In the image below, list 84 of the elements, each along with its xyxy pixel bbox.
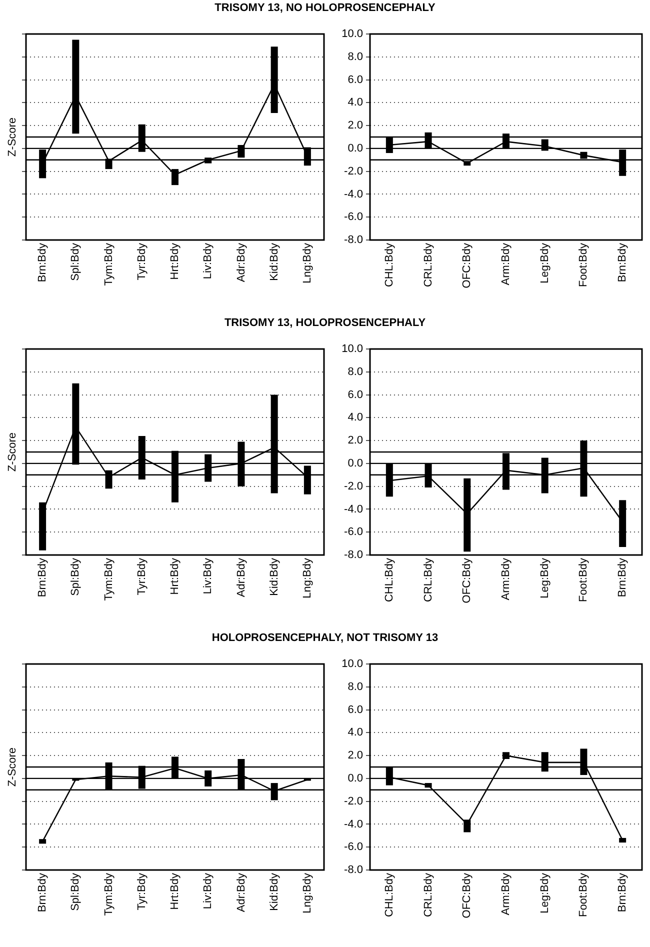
x-tick-label: Brn:Bdy	[36, 872, 49, 912]
x-tick-label: Adr:Bdy	[235, 872, 248, 912]
x-tick-label: CHL:Bdy	[383, 872, 396, 918]
x-tick-label: Liv:Bdy	[202, 558, 214, 594]
y-axis-title: Z-Score	[6, 747, 19, 787]
y-tick-label: 0.0	[348, 142, 363, 154]
x-tick-label: Tyr:Bdy	[136, 872, 148, 910]
x-tick-label: Brn:Bdy	[616, 872, 629, 912]
x-tick-label: Adr:Bdy	[235, 558, 248, 598]
x-tick-label: OFC:Bdy	[461, 242, 474, 288]
x-tick-label: CHL:Bdy	[383, 558, 396, 602]
x-tick-label: Tym:Bdy	[102, 558, 115, 601]
x-tick-label: Foot:Bdy	[578, 872, 590, 918]
y-tick-label: 6.0	[348, 704, 363, 716]
x-tick-label: Kid:Bdy	[268, 872, 280, 911]
y-tick-label: -4.0	[344, 503, 363, 516]
x-tick-label: Foot:Bdy	[578, 558, 590, 602]
chart-title: HOLOPROSENCEPHALY, NOT TRISOMY 13	[210, 632, 440, 644]
y-tick-label: -6.0	[344, 526, 363, 538]
y-tick-label: -2.0	[344, 795, 363, 808]
y-tick-label: 10.0	[342, 658, 363, 670]
y-tick-label: -8.0	[344, 549, 363, 562]
x-tick-label: Leg:Bdy	[538, 558, 551, 598]
x-tick-label: Spl:Bdy	[70, 872, 82, 911]
y-tick-label: 8.0	[348, 680, 363, 693]
y-tick-label: 6.0	[348, 388, 363, 401]
y-tick-label: 0.0	[348, 457, 363, 470]
y-tick-label: -2.0	[344, 480, 363, 492]
x-tick-label: Leg:Bdy	[538, 242, 551, 284]
x-tick-label: Brn:Bdy	[36, 558, 49, 598]
x-tick-label: Brn:Bdy	[616, 558, 629, 598]
x-tick-label: Hrt:Bdy	[169, 242, 182, 280]
x-tick-label: Lng:Bdy	[301, 558, 314, 598]
x-tick-label: Tym:Bdy	[102, 242, 115, 286]
x-tick-label: Tym:Bdy	[102, 872, 115, 916]
x-tick-label: Liv:Bdy	[202, 872, 214, 910]
x-tick-label: Foot:Bdy	[578, 242, 590, 288]
y-tick-label: -8.0	[344, 234, 363, 246]
y-tick-label: 2.0	[348, 750, 363, 762]
x-tick-label: CRL:Bdy	[422, 242, 434, 288]
x-tick-label: Hrt:Bdy	[169, 558, 182, 595]
x-tick-label: Kid:Bdy	[268, 242, 280, 281]
y-tick-label: 8.0	[348, 366, 363, 378]
y-tick-label: 2.0	[348, 120, 363, 132]
x-tick-label: OFC:Bdy	[461, 872, 474, 918]
x-tick-label: Leg:Bdy	[538, 872, 551, 914]
x-tick-label: Brn:Bdy	[616, 242, 629, 282]
chart-title: TRISOMY 13, HOLOPROSENCEPHALY	[223, 317, 427, 329]
y-tick-label: -6.0	[344, 211, 363, 224]
y-tick-label: 4.0	[348, 96, 363, 109]
x-tick-label: Kid:Bdy	[268, 558, 280, 596]
x-tick-label: Adr:Bdy	[235, 242, 248, 282]
y-tick-label: 8.0	[348, 50, 363, 63]
y-tick-label: 0.0	[348, 772, 363, 784]
y-tick-label: 2.0	[348, 434, 363, 447]
x-tick-label: Brn:Bdy	[36, 242, 49, 282]
x-tick-label: Hrt:Bdy	[169, 872, 182, 910]
y-tick-label: -4.0	[344, 818, 363, 830]
y-axis-title: Z-Score	[6, 117, 19, 157]
x-tick-label: Spl:Bdy	[70, 558, 82, 596]
y-tick-label: 4.0	[348, 412, 363, 424]
y-tick-label: 6.0	[348, 74, 363, 86]
x-tick-label: CRL:Bdy	[422, 558, 434, 602]
y-tick-label: 10.0	[342, 343, 363, 356]
x-tick-label: CRL:Bdy	[422, 872, 434, 918]
y-tick-label: -4.0	[344, 188, 363, 200]
y-axis-title: Z-Score	[6, 432, 19, 472]
x-tick-label: Arm:Bdy	[500, 242, 512, 286]
y-tick-label: 4.0	[348, 726, 363, 739]
x-tick-label: Lng:Bdy	[301, 872, 314, 914]
x-tick-label: OFC:Bdy	[461, 558, 474, 604]
y-tick-label: -6.0	[344, 841, 363, 854]
x-tick-label: Lng:Bdy	[301, 242, 314, 284]
x-tick-label: Liv:Bdy	[202, 242, 214, 280]
y-tick-label: 10.0	[342, 28, 363, 40]
x-tick-label: Arm:Bdy	[500, 558, 512, 600]
y-tick-label: -8.0	[344, 864, 363, 876]
y-tick-label: -2.0	[344, 165, 363, 178]
x-tick-label: CHL:Bdy	[383, 242, 396, 288]
x-tick-label: Arm:Bdy	[500, 872, 512, 916]
chart-title: TRISOMY 13, NO HOLOPROSENCEPHALY	[214, 2, 436, 14]
x-tick-label: Spl:Bdy	[70, 242, 82, 281]
x-tick-label: Tyr:Bdy	[136, 558, 148, 596]
x-tick-label: Tyr:Bdy	[136, 242, 148, 280]
